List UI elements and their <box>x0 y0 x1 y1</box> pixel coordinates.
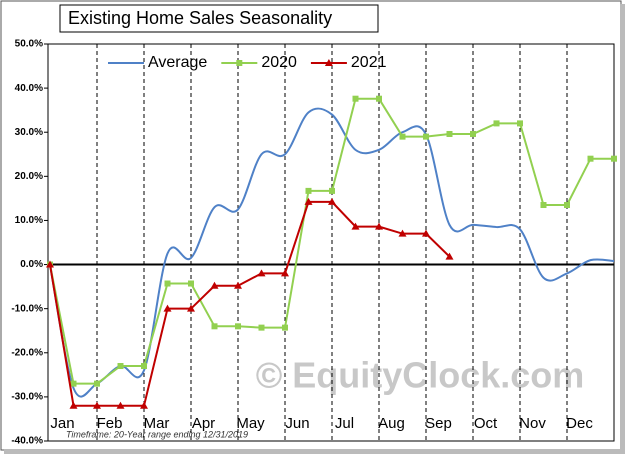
y-tick-label: 20.0% <box>15 171 43 182</box>
marker <box>351 222 360 230</box>
marker <box>328 197 336 205</box>
x-tick-label: Jan <box>50 415 74 432</box>
y-tick-label: 30.0% <box>15 127 43 138</box>
marker <box>210 281 219 289</box>
y-tick-label: -40.0% <box>11 436 43 447</box>
marker <box>445 252 454 260</box>
marker <box>423 133 429 140</box>
marker <box>46 260 54 268</box>
marker <box>281 269 289 277</box>
marker <box>117 363 124 370</box>
marker <box>141 363 147 370</box>
marker <box>258 324 265 331</box>
marker <box>94 380 100 387</box>
marker <box>398 229 407 237</box>
frame-shadow <box>4 449 624 454</box>
marker <box>163 304 172 312</box>
x-tick-label: Sep <box>425 415 452 432</box>
series-line <box>49 200 451 407</box>
y-tick-label: -10.0% <box>11 303 43 314</box>
marker <box>304 197 313 205</box>
marker <box>234 281 242 289</box>
marker <box>116 401 125 409</box>
legend-marker <box>236 60 243 66</box>
x-tick-label: Dec <box>566 415 593 432</box>
marker <box>493 120 500 127</box>
marker <box>470 130 476 137</box>
marker <box>70 380 77 387</box>
marker <box>257 269 266 277</box>
marker <box>140 401 148 409</box>
marker <box>376 95 382 102</box>
chart-title: Existing Home Sales Seasonality <box>68 8 332 28</box>
y-tick-label: 50.0% <box>15 39 43 50</box>
x-tick-label: Oct <box>474 415 498 432</box>
marker <box>446 130 453 137</box>
marker <box>305 187 312 194</box>
x-tick-label: Mar <box>144 415 170 432</box>
marker <box>375 222 383 230</box>
marker <box>211 323 218 330</box>
legend-label: 2020 <box>261 54 297 71</box>
y-tick-label: 40.0% <box>15 83 43 94</box>
marker <box>282 324 288 331</box>
y-tick-label: -30.0% <box>11 392 43 403</box>
legend-label: Average <box>148 54 207 71</box>
x-tick-label: May <box>236 415 265 432</box>
y-tick-label: -20.0% <box>11 347 43 358</box>
marker <box>422 229 430 237</box>
title-box <box>59 4 379 33</box>
marker <box>69 401 78 409</box>
x-tick-label: Feb <box>97 415 123 432</box>
x-tick-label: Jun <box>285 415 309 432</box>
marker <box>352 95 359 102</box>
marker <box>93 401 101 409</box>
marker <box>329 187 335 194</box>
x-tick-label: Apr <box>192 415 215 432</box>
marker <box>540 202 547 209</box>
x-tick-label: Nov <box>519 415 546 432</box>
watermark: © EquityClock.com <box>256 355 585 396</box>
series-line <box>49 107 615 398</box>
x-tick-label: Jul <box>335 415 354 432</box>
marker <box>235 323 241 330</box>
marker <box>517 120 523 127</box>
legend-label: 2021 <box>351 54 387 71</box>
marker <box>164 280 171 287</box>
marker <box>188 280 194 287</box>
footnote: Timeframe: 20-Year range ending 12/31/20… <box>66 429 248 439</box>
marker <box>187 304 195 312</box>
marker <box>564 202 570 209</box>
y-tick-label: 10.0% <box>15 215 43 226</box>
frame-shadow <box>620 4 625 454</box>
x-tick-label: Aug <box>378 415 405 432</box>
marker <box>587 155 594 162</box>
y-tick-label: 0.0% <box>20 259 43 270</box>
legend-marker <box>324 59 333 66</box>
marker <box>611 155 617 162</box>
marker <box>399 133 406 140</box>
